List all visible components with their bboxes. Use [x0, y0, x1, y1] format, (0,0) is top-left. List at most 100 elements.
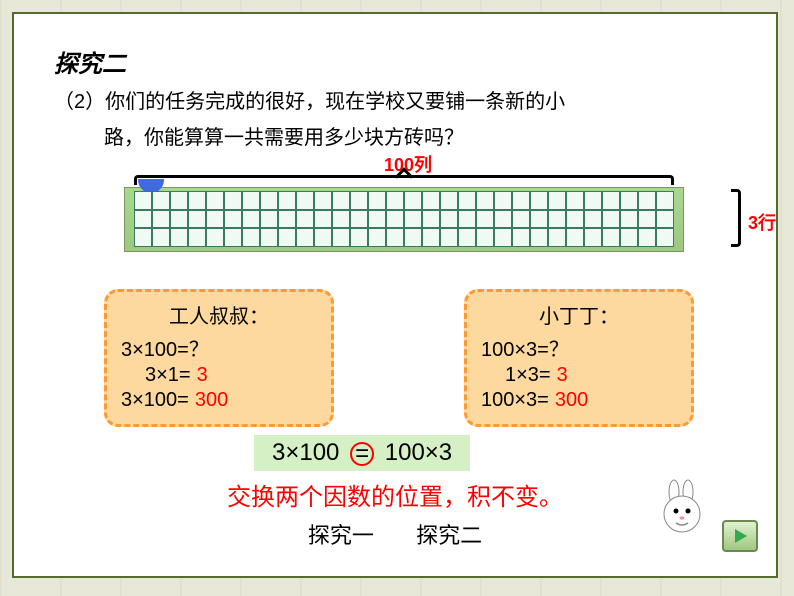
worker-title: 工人叔叔： [121, 300, 317, 329]
grid-cell [332, 191, 350, 210]
grid-cell [134, 210, 152, 229]
grid-cell [530, 191, 548, 210]
grid-cell [224, 191, 242, 210]
grid-cell [548, 191, 566, 210]
grid-cell [422, 191, 440, 210]
vertical-bracket [731, 189, 741, 247]
grid-cell [656, 191, 674, 210]
grid-cell [404, 210, 422, 229]
grid-cell [152, 210, 170, 229]
grid-cell [206, 210, 224, 229]
grid-cell [134, 191, 152, 210]
grid-cell [296, 228, 314, 247]
grid-cell [152, 191, 170, 210]
worker-box: 工人叔叔： 3×100=？ 3×1=3 3×100= 300 [104, 289, 334, 427]
xiaoding-line2-ans: 3 [557, 364, 568, 386]
grid-cell [368, 210, 386, 229]
next-button[interactable] [722, 520, 758, 552]
worker-line3-ans: 300 [195, 389, 228, 411]
xiaoding-line2-lhs: 1×3= [505, 364, 551, 386]
tile-diagram: 100列 3行 [94, 159, 736, 279]
grid-cell [494, 228, 512, 247]
grid-cell [512, 210, 530, 229]
grid-cell [260, 210, 278, 229]
equation-left: 3×100 [272, 439, 339, 466]
xiaoding-line3-lhs: 100×3= [481, 389, 549, 411]
grid-cell [368, 228, 386, 247]
grid-cell [602, 228, 620, 247]
grid-cell [314, 191, 332, 210]
grid-cell [278, 191, 296, 210]
grid-cell [386, 228, 404, 247]
grid-cell [260, 228, 278, 247]
xiaoding-line2: 1×3= 3 [481, 364, 677, 387]
grid-cell [476, 191, 494, 210]
grid-cell [584, 210, 602, 229]
grid-cell [458, 191, 476, 210]
worker-line3-lhs: 3×100= [121, 389, 189, 411]
prompt-line2: 路，你能算算一共需要用多少块方砖吗？ [54, 123, 736, 153]
grid-cell [602, 191, 620, 210]
play-icon [730, 526, 750, 546]
xiaoding-box: 小丁丁： 100×3=？ 1×3=3 100×3=300 [464, 289, 694, 427]
grid-cell [134, 228, 152, 247]
equation-right: 100×3 [385, 439, 452, 466]
grid-cell [332, 210, 350, 229]
equation-box: 3×100 = 100×3 [254, 435, 470, 471]
grid-cell [440, 191, 458, 210]
grid-cell [170, 191, 188, 210]
tile-grid [134, 191, 674, 247]
worker-line3: 3×100= 300 [121, 389, 317, 412]
grid-cell [458, 228, 476, 247]
grid-cell [476, 210, 494, 229]
grid-cell [242, 191, 260, 210]
equals-circle: = [350, 442, 374, 466]
grid-cell [656, 210, 674, 229]
worker-line2: 3×1=3 [121, 364, 317, 387]
grid-cell [350, 191, 368, 210]
conclusion-text: 交换两个因数的位置，积不变。 [54, 477, 736, 512]
worker-line1: 3×100=？ [121, 333, 317, 362]
grid-cell [350, 228, 368, 247]
grid-cell [188, 191, 206, 210]
grid-cell [404, 228, 422, 247]
grid-cell [278, 210, 296, 229]
grid-cell [242, 228, 260, 247]
grid-cell [422, 228, 440, 247]
grid-cell [170, 228, 188, 247]
grid-cell [314, 210, 332, 229]
grid-cell [278, 228, 296, 247]
grid-cell [566, 210, 584, 229]
grid-cell [152, 228, 170, 247]
grid-cell [494, 191, 512, 210]
grid-cell [566, 228, 584, 247]
grid-cell [476, 228, 494, 247]
grid-cell [440, 210, 458, 229]
nav-item-2[interactable]: 探究二 [416, 523, 482, 548]
grid-cell [404, 191, 422, 210]
grid-cell [422, 210, 440, 229]
grid-cell [314, 228, 332, 247]
grid-cell [602, 210, 620, 229]
grid-cell [332, 228, 350, 247]
grid-cell [638, 191, 656, 210]
grid-cell [458, 210, 476, 229]
grid-cell [224, 210, 242, 229]
grid-cell [566, 191, 584, 210]
grid-cell [170, 210, 188, 229]
grid-cell [188, 210, 206, 229]
grid-cell [512, 191, 530, 210]
grid-cell [296, 191, 314, 210]
worker-line2-ans: 3 [197, 364, 208, 386]
grid-cell [260, 191, 278, 210]
bottom-nav: 探究一 探究二 [54, 518, 736, 550]
grid-cell [188, 228, 206, 247]
grid-cell [638, 228, 656, 247]
grid-cell [296, 210, 314, 229]
xiaoding-line1: 100×3=？ [481, 333, 677, 362]
grid-cell [584, 228, 602, 247]
nav-item-1[interactable]: 探究一 [308, 523, 374, 548]
slide-content: 探究二 （2）你们的任务完成的很好，现在学校又要铺一条新的小 路，你能算算一共需… [12, 12, 778, 578]
grid-cell [368, 191, 386, 210]
grid-cell [206, 228, 224, 247]
